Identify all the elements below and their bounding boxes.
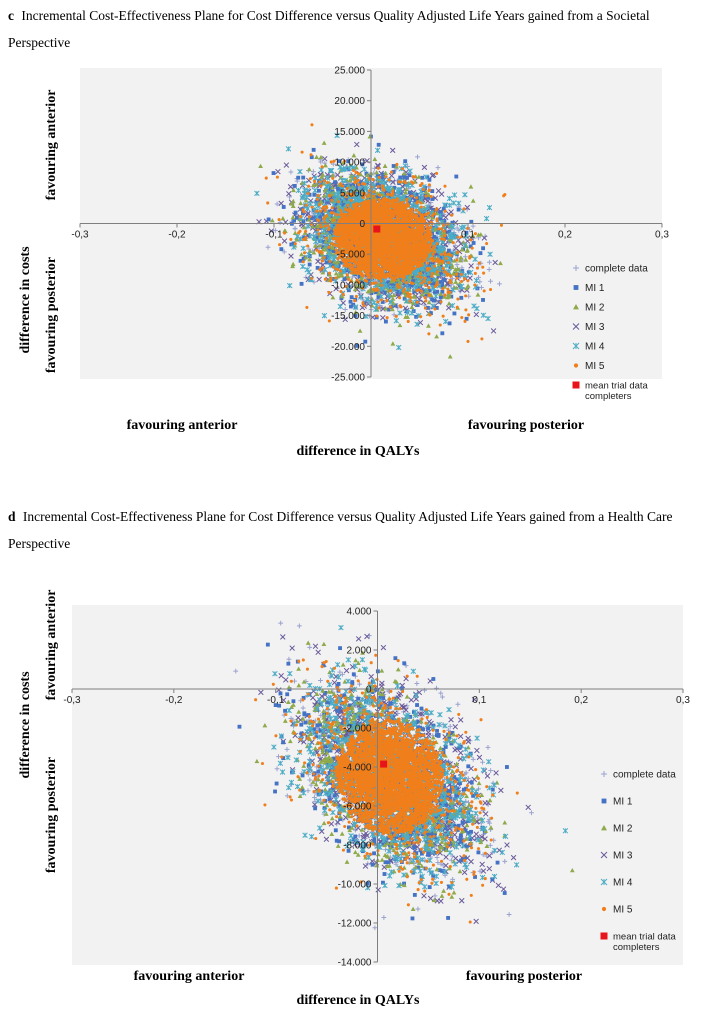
legend-label-d: mean trial data [613,932,677,943]
x-tick-label-d: -0,3 [63,695,81,706]
x-axis-label-d: difference in QALYs [296,993,420,1008]
y-tick-label-c: -15.000 [331,311,365,322]
series-mi-5-d [254,653,519,924]
x-tick-label-c: -0,2 [168,230,186,241]
y-tick-label-c: 25.000 [334,66,365,77]
y-tick-label-c: 0 [359,219,365,230]
y-tick-label-d: 2.000 [346,646,371,657]
legend-label-d: MI 3 [613,851,633,862]
x-axis-label-c: difference in QALYs [296,444,420,459]
caption-d: d Incremental Cost-Effectiveness Plane f… [8,503,708,557]
y-tick-label-c: -10.000 [331,280,365,291]
legend-item-mi-4-d: MI 4 [600,878,633,889]
legend-label-d: MI 4 [613,878,633,889]
legend-label-c: MI 2 [585,303,605,314]
y-tick-label-d: 4.000 [346,607,371,618]
legend-item-complete-data-d: complete data [601,770,676,781]
y-tick-label-c: 10.000 [334,158,365,169]
figure-c: difference in costs favouring anterior f… [0,60,708,470]
x-tick-label-d: 0,2 [574,695,588,706]
caption-c: c Incremental Cost-Effectiveness Plane f… [8,2,708,56]
y-tick-label-c: 15.000 [334,127,365,138]
caption-c-letter: c [8,8,14,23]
legend-item-mi-3-c: MI 3 [572,322,605,333]
y-tick-label-d: -4.000 [343,763,372,774]
y-tick-label-c: 20.000 [334,96,365,107]
axes-d: -0,3 -0,2 -0,1 0,1 0,2 0,3 -14.000 -12.000 -10.0… [63,607,690,969]
legend-label-c: MI 1 [585,283,605,294]
legend-c: complete data MI 1 MI 2 MI 3 MI 4 MI 5 mean tr… [572,264,649,402]
legend-label-d: MI 2 [613,824,633,835]
legend-item-complete-data-c: complete data [573,264,648,275]
scatter-plot-d: -0,3 -0,2 -0,1 0,1 0,2 0,3 -14.000 -12.000 -10.0… [63,605,690,969]
legend-label-c: MI 5 [585,361,605,372]
x-left-label-d: favouring anterior [133,969,245,984]
legend-label-d: MI 1 [613,797,633,808]
mean-trial-point-c [373,225,381,233]
legend-label-d: MI 5 [613,905,633,916]
point-cloud-c [254,123,507,359]
legend-item-mi-2-d: MI 2 [601,824,633,835]
legend-item-mi-3-d: MI 3 [600,851,633,862]
legend-item-mi-5-c: MI 5 [573,361,605,372]
figure-d: difference in costs favouring anterior f… [0,585,708,1010]
legend-item-mi-2-c: MI 2 [573,303,605,314]
y-tick-label-d: -14.000 [338,958,372,969]
y-tick-label-d: -2.000 [343,724,372,735]
axes-c: -0,3 -0,2 -0,1 0,1 0,2 0,3 -25.000 -20.000 -15.0… [71,66,669,384]
x-tick-label-d: 0,3 [676,695,690,706]
y-tick-label-d: -6.000 [343,802,372,813]
point-cloud-d [233,620,575,931]
legend-label-c: MI 4 [585,342,605,353]
y-tick-label-c: -25.000 [331,373,365,384]
legend-label-d: complete data [613,770,676,781]
x-tick-label-c: 0,2 [558,230,572,241]
y-tick-label-d: 0 [366,685,372,696]
caption-c-text: Incremental Cost-Effectiveness Plane for… [8,8,650,50]
x-right-label-d: favouring posterior [465,969,583,984]
y-tick-label-d: -12.000 [338,919,372,930]
x-tick-label-c: -0,1 [265,230,283,241]
y-tick-label-c: -20.000 [331,342,365,353]
caption-d-text: Incremental Cost-Effectiveness Plane for… [8,509,673,551]
y-tick-label-c: 5.000 [340,188,365,199]
legend-label-cont-c: completers [585,391,632,402]
legend-d: complete data MI 1 MI 2 MI 3 MI 4 MI 5 mean tr… [600,770,677,953]
legend-label-cont-d: completers [613,942,660,953]
legend-label-c: mean trial data [585,381,649,392]
legend-item-mi-1-c: MI 1 [573,283,605,294]
legend-item-mi-5-d: MI 5 [601,905,633,916]
legend-label-c: complete data [585,264,648,275]
legend-item-mi-4-c: MI 4 [572,342,605,353]
legend-item-mi-1-d: MI 1 [601,797,633,808]
x-tick-label-c: 0,1 [461,230,475,241]
x-tick-label-c: -0,3 [71,230,89,241]
caption-d-letter: d [8,509,16,524]
mean-trial-point-d [380,760,388,768]
x-tick-label-d: -0,1 [267,695,285,706]
x-left-label-c: favouring anterior [126,418,238,433]
x-tick-label-c: 0,3 [655,230,669,241]
legend-label-c: MI 3 [585,322,605,333]
x-right-label-c: favouring posterior [467,418,585,433]
y-tick-label-d: -10.000 [338,880,372,891]
y-tick-label-c: -5.000 [337,250,366,261]
x-tick-label-d: 0,1 [472,695,486,706]
scatter-plot-c: -0,3 -0,2 -0,1 0,1 0,2 0,3 -25.000 -20.000 -15.0… [71,66,669,403]
y-tick-label-d: -8.000 [343,841,372,852]
x-tick-label-d: -0,2 [165,695,183,706]
